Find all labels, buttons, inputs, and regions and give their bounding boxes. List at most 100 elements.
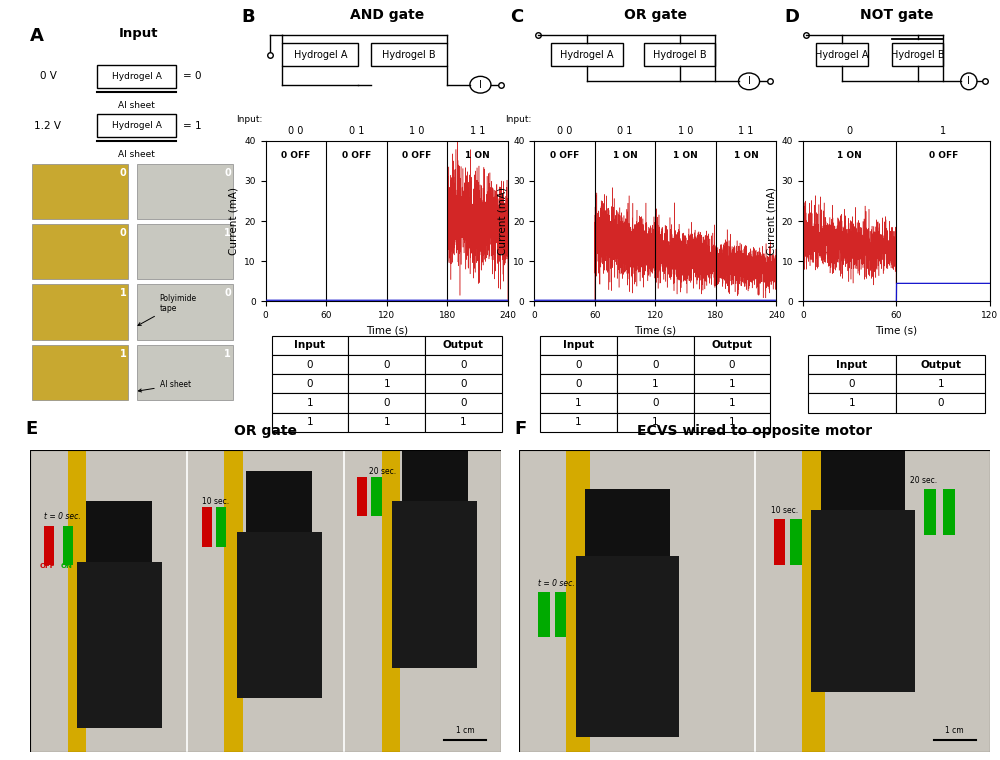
Text: OFF: OFF <box>39 563 55 569</box>
Text: Input:: Input: <box>237 116 263 125</box>
Y-axis label: Current (mA): Current (mA) <box>766 187 776 255</box>
Text: 0 OFF: 0 OFF <box>402 150 432 160</box>
Bar <box>77 562 162 728</box>
Text: 10 sec.: 10 sec. <box>771 506 798 515</box>
Text: 10 sec.: 10 sec. <box>202 497 229 506</box>
Bar <box>555 592 566 638</box>
Bar <box>644 43 715 66</box>
Text: 0 OFF: 0 OFF <box>342 150 371 160</box>
Text: 0 OFF: 0 OFF <box>550 150 579 160</box>
Bar <box>585 489 670 556</box>
Text: 1: 1 <box>940 125 946 136</box>
Text: 1: 1 <box>119 349 126 359</box>
Text: Hydrogel A: Hydrogel A <box>815 49 869 59</box>
Y-axis label: Current (mA): Current (mA) <box>229 187 239 255</box>
Text: 20 sec.: 20 sec. <box>369 467 396 476</box>
Text: 0 1: 0 1 <box>349 125 364 136</box>
Text: Hydrogel A: Hydrogel A <box>112 121 162 130</box>
Bar <box>63 525 73 565</box>
Text: 0: 0 <box>119 228 126 239</box>
Bar <box>892 43 943 66</box>
Text: = 1: = 1 <box>183 121 201 131</box>
Text: 1 0: 1 0 <box>409 125 425 136</box>
Text: Hydrogel B: Hydrogel B <box>653 49 706 59</box>
Bar <box>566 450 590 752</box>
Text: 0 0: 0 0 <box>288 125 304 136</box>
Bar <box>816 43 868 66</box>
Text: 0 V: 0 V <box>40 71 57 81</box>
Text: E: E <box>25 420 38 438</box>
Text: Hydrogel A: Hydrogel A <box>560 49 614 59</box>
Text: B: B <box>241 8 255 26</box>
Text: Al sheet: Al sheet <box>118 100 155 109</box>
Bar <box>392 502 477 668</box>
Text: 0 OFF: 0 OFF <box>281 150 310 160</box>
Text: 1 cm: 1 cm <box>456 726 475 735</box>
Bar <box>924 489 936 534</box>
Text: I: I <box>748 76 750 87</box>
Text: t = 0 sec.: t = 0 sec. <box>44 512 81 521</box>
Bar <box>357 477 367 517</box>
Text: 1 1: 1 1 <box>738 125 754 136</box>
Text: Input:: Input: <box>505 116 532 125</box>
Text: 0: 0 <box>224 289 231 299</box>
Text: OR gate: OR gate <box>624 8 687 22</box>
Bar <box>137 284 233 340</box>
X-axis label: Time (s): Time (s) <box>634 326 676 336</box>
Bar <box>371 477 382 517</box>
Text: 1 ON: 1 ON <box>613 150 637 160</box>
Bar <box>821 444 905 511</box>
Text: 0 OFF: 0 OFF <box>929 150 958 160</box>
Text: 1 ON: 1 ON <box>465 150 490 160</box>
Text: Al sheet: Al sheet <box>138 381 191 392</box>
Text: I: I <box>967 76 970 87</box>
Bar <box>943 489 955 534</box>
Bar <box>202 508 212 546</box>
Bar <box>32 344 128 400</box>
Text: I: I <box>479 80 482 90</box>
Bar <box>551 43 623 66</box>
Bar <box>44 525 54 565</box>
Text: 1: 1 <box>224 228 231 239</box>
Bar <box>282 43 358 66</box>
Bar <box>538 592 550 638</box>
Bar <box>68 450 86 752</box>
Y-axis label: Current (mA): Current (mA) <box>497 187 507 255</box>
Bar <box>237 531 322 698</box>
Text: OR gate: OR gate <box>234 424 297 438</box>
Text: Hydrogel A: Hydrogel A <box>294 49 347 59</box>
Text: 1: 1 <box>224 349 231 359</box>
Bar <box>32 284 128 340</box>
Text: Hydrogel B: Hydrogel B <box>891 49 944 59</box>
Text: 0: 0 <box>847 125 853 136</box>
Text: Polyimide
tape: Polyimide tape <box>138 293 197 325</box>
Text: t = 0 sec.: t = 0 sec. <box>538 579 575 588</box>
Bar <box>137 164 233 219</box>
Bar <box>137 224 233 280</box>
Bar <box>371 43 447 66</box>
Bar <box>802 450 825 752</box>
Text: 20 sec.: 20 sec. <box>910 477 937 485</box>
Text: 0: 0 <box>119 168 126 178</box>
X-axis label: Time (s): Time (s) <box>366 326 408 336</box>
Bar <box>32 224 128 280</box>
Bar <box>246 471 312 531</box>
Bar <box>811 511 915 692</box>
Text: ON: ON <box>61 563 72 569</box>
Text: 0: 0 <box>224 168 231 178</box>
Bar <box>216 508 226 546</box>
Text: 1 ON: 1 ON <box>837 150 862 160</box>
Text: NOT gate: NOT gate <box>860 8 933 22</box>
Bar <box>224 450 243 752</box>
Text: ECVS wired to opposite motor: ECVS wired to opposite motor <box>637 424 872 438</box>
Text: 1 ON: 1 ON <box>734 150 759 160</box>
Bar <box>97 114 176 138</box>
Bar <box>32 164 128 219</box>
Text: 1 1: 1 1 <box>470 125 485 136</box>
Text: 1 ON: 1 ON <box>673 150 698 160</box>
Text: 1: 1 <box>119 289 126 299</box>
Bar <box>137 344 233 400</box>
Bar <box>97 65 176 88</box>
Text: F: F <box>515 420 527 438</box>
Text: C: C <box>510 8 523 26</box>
